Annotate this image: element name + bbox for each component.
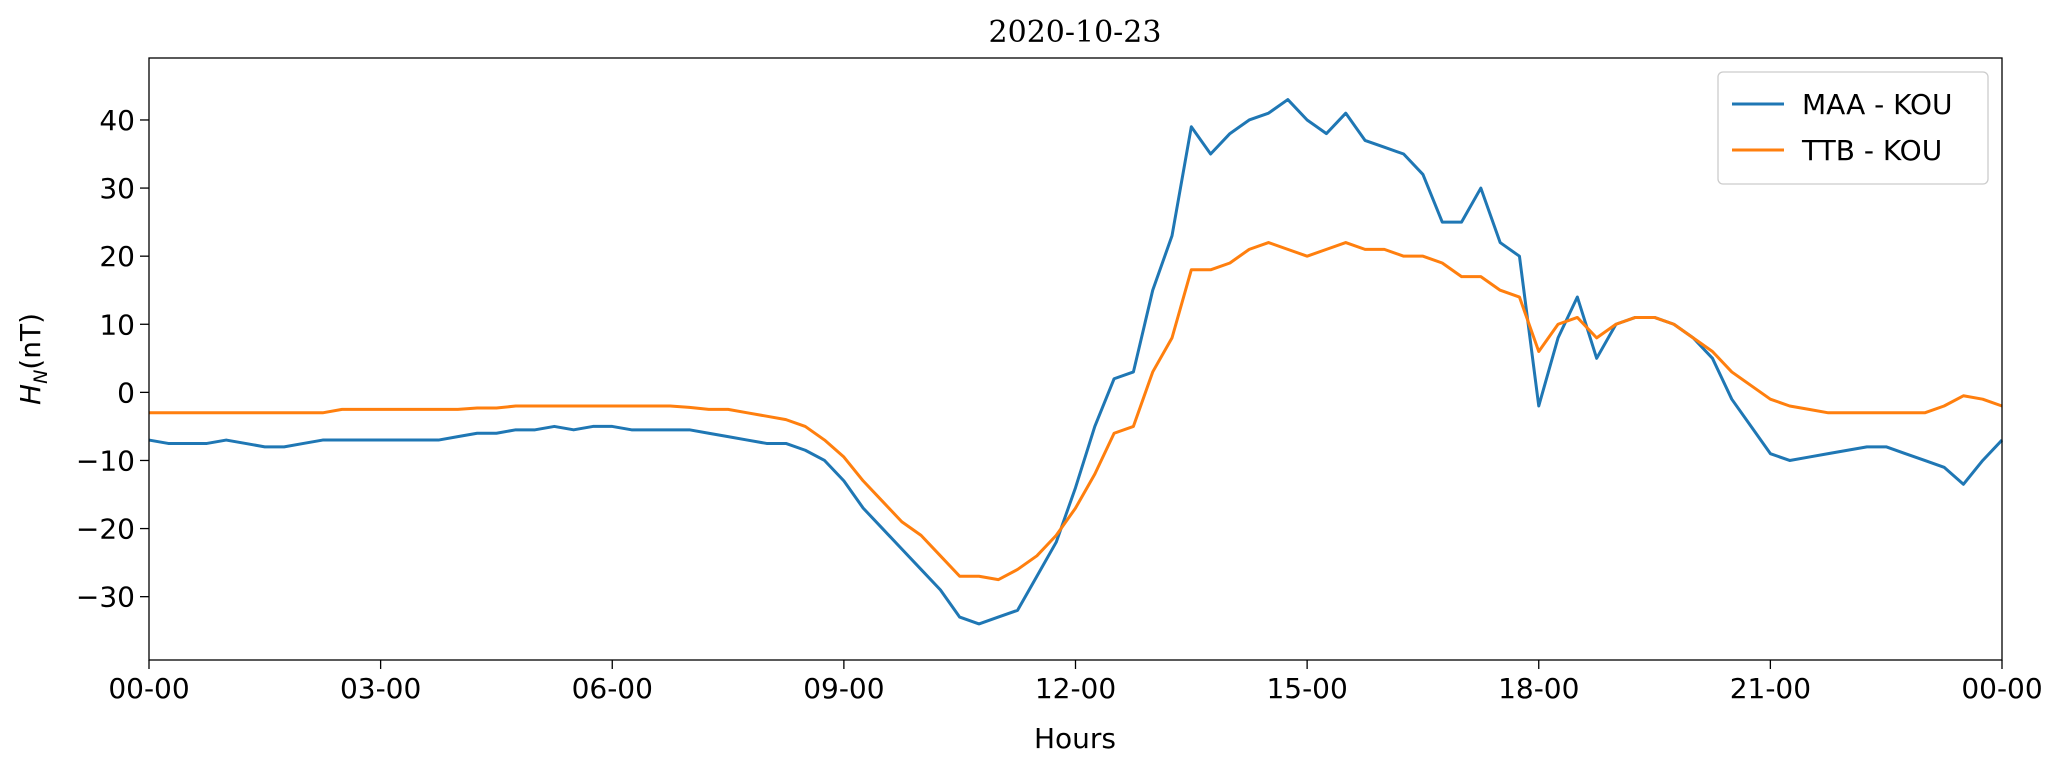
x-tick-label: 00-00 [1961,672,2042,705]
x-tick-label: 18-00 [1498,672,1579,705]
legend-label: MAA - KOU [1802,88,1953,121]
chart-title: 2020-10-23 [989,15,1162,50]
y-axis-label: HN(nT) [14,313,52,405]
y-tick-label: 40 [99,104,135,137]
x-tick-label: 03-00 [340,672,421,705]
y-tick-label: 10 [99,308,135,341]
plot-frame [148,57,2003,661]
y-tick-label: −10 [76,444,135,477]
x-tick-label: 21-00 [1730,672,1811,705]
y-tick-label: −20 [76,513,135,546]
legend-box [1717,71,1989,185]
x-tick-label: 15-00 [1266,672,1347,705]
y-tick-label: 0 [117,376,135,409]
y-tick-label: 20 [99,240,135,273]
x-tick-label: 06-00 [572,672,653,705]
legend-label: TTB - KOU [1801,134,1942,167]
data-line [149,241,2003,582]
y-tick-label: −30 [76,581,135,614]
y-tick-label: 30 [99,172,135,205]
x-axis-label: Hours [1034,722,1116,755]
x-tick-label: 12-00 [1035,672,1116,705]
y-label-symbol: H [14,384,47,405]
y-label-unit: (nT) [14,313,47,370]
x-tick-label: 09-00 [803,672,884,705]
y-label-subscript: N [30,370,52,384]
x-tick-label: 00-00 [108,672,189,705]
